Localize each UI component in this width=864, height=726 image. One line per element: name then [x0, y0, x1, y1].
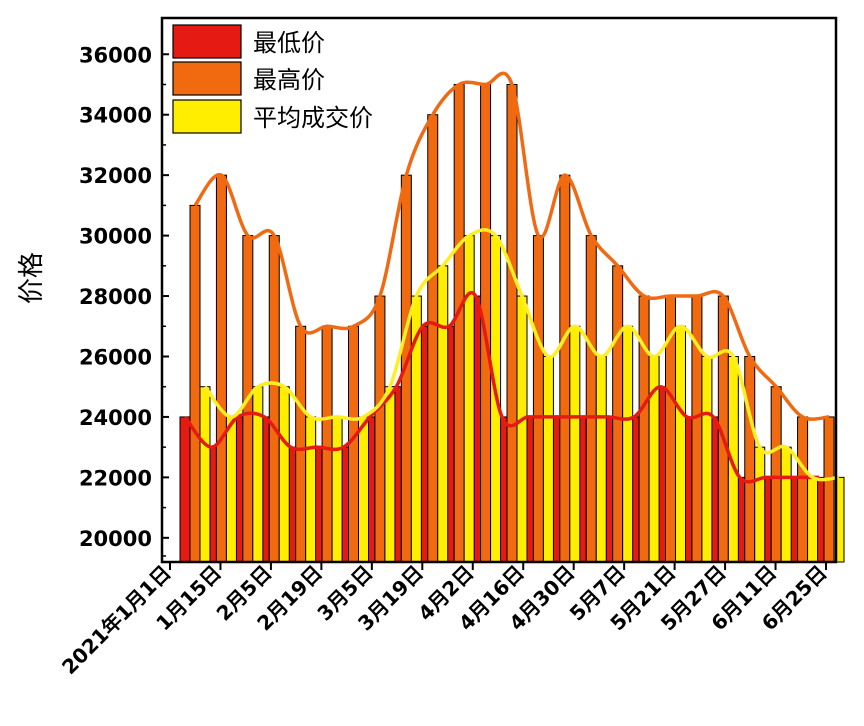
bar-max-17: [638, 295, 650, 563]
y-tick-label-5: 30000: [79, 225, 152, 249]
legend-swatch-0: [172, 24, 242, 59]
y-tick-label-2: 24000: [79, 406, 152, 430]
bar-avg-15: [595, 355, 607, 563]
bar-max-7: [374, 295, 386, 563]
bar-avg-19: [701, 355, 713, 563]
trend-line-max: [193, 71, 830, 421]
bar-max-21: [744, 355, 756, 563]
plot-frame: [160, 16, 838, 564]
y-tick-label-1: 22000: [79, 466, 152, 490]
bar-avg-9: [437, 265, 449, 563]
bars-layer: [179, 83, 845, 563]
bar-max-13: [532, 235, 544, 563]
bar-avg-5: [331, 416, 343, 563]
bar-max-9: [427, 114, 439, 563]
bar-avg-4: [305, 416, 317, 563]
legend-swatch-1: [172, 61, 242, 96]
bar-avg-7: [384, 386, 396, 563]
bar-avg-3: [278, 386, 290, 563]
bar-avg-6: [358, 416, 369, 563]
bar-max-0: [189, 204, 201, 563]
curves-layer: [183, 71, 840, 484]
y-axis-label: 价格: [17, 252, 47, 304]
bar-avg-10: [463, 235, 475, 563]
bar-avg-12: [516, 295, 528, 563]
y-tick-label-3: 26000: [79, 345, 152, 369]
bar-avg-22: [780, 446, 792, 563]
legend-label-0: 最低价: [253, 29, 325, 57]
bar-max-3: [268, 235, 280, 563]
bar-avg-0: [199, 386, 211, 563]
bar-avg-18: [675, 325, 686, 563]
bar-max-5: [321, 325, 333, 563]
bar-max-15: [585, 235, 597, 563]
y-tick-label-0: 20000: [79, 527, 152, 551]
bar-avg-14: [569, 325, 581, 563]
bar-avg-13: [542, 355, 554, 563]
bar-max-1: [215, 174, 227, 563]
bar-min-0: [179, 416, 191, 563]
bar-max-14: [559, 174, 571, 563]
legend-label-1: 最高价: [253, 66, 325, 94]
y-tick-label-7: 34000: [79, 104, 152, 128]
bar-max-10: [453, 83, 465, 563]
bar-max-12: [506, 83, 518, 563]
bar-max-4: [295, 325, 307, 563]
bar-avg-21: [754, 446, 766, 563]
y-tick-label-4: 28000: [79, 285, 152, 309]
bar-max-6: [348, 325, 359, 563]
bar-avg-16: [622, 325, 634, 563]
trend-line-min: [183, 291, 819, 484]
bar-max-22: [770, 386, 782, 563]
bar-max-16: [612, 265, 624, 563]
bar-max-24: [823, 416, 835, 563]
legend-swatch-2: [172, 99, 242, 134]
bar-avg-1: [225, 416, 237, 563]
bar-avg-23: [807, 476, 819, 563]
y-tick-label-6: 32000: [79, 164, 152, 188]
y-tick-label-8: 36000: [79, 43, 152, 67]
trend-line-avg: [203, 228, 840, 482]
legend-label-2: 平均成交价: [253, 104, 373, 132]
bar-max-23: [797, 416, 809, 563]
